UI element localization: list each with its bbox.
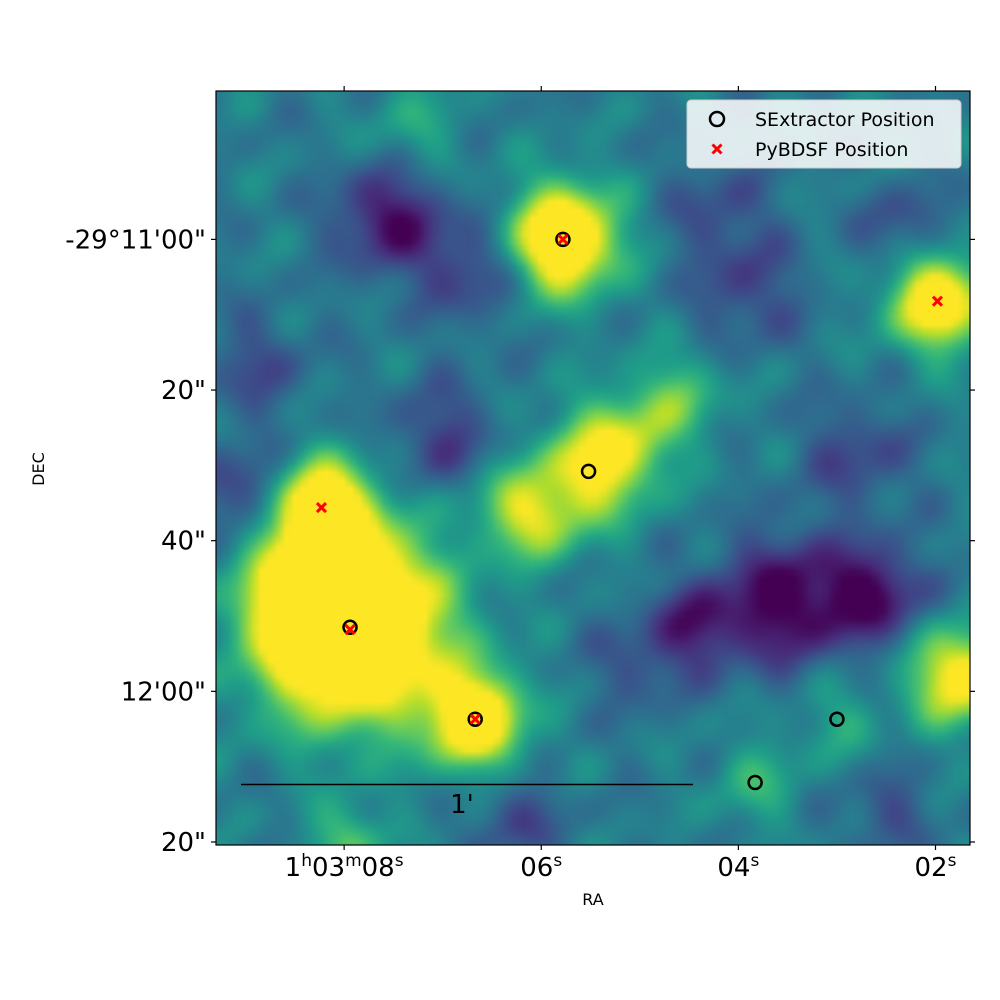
y-tick-label: -29°11'00" bbox=[65, 225, 206, 255]
y-tick-label: 20" bbox=[161, 828, 206, 858]
y-axis-ticks: -29°11'00" 20" 40" 12'00" 20" bbox=[65, 225, 975, 858]
sextractor-marker bbox=[747, 774, 763, 791]
pybdsf-marker bbox=[469, 713, 481, 725]
legend-box bbox=[686, 99, 962, 169]
x-tick-label: 1h03m08s bbox=[285, 851, 404, 883]
sextractor-marker bbox=[342, 619, 358, 636]
legend-sextractor-label: SExtractor Position bbox=[755, 109, 935, 131]
source-markers bbox=[315, 231, 944, 791]
x-axis-label: RA bbox=[582, 890, 603, 909]
x-tick-label: 02s bbox=[915, 851, 957, 883]
pybdsf-marker bbox=[344, 624, 356, 636]
sextractor-marker bbox=[555, 231, 571, 248]
y-tick-label: 12'00" bbox=[121, 677, 206, 707]
pybdsf-marker bbox=[557, 233, 569, 245]
pybdsf-marker bbox=[315, 501, 328, 514]
legend-pybdsf-marker bbox=[711, 143, 723, 155]
legend-pybdsf-label: PyBDSF Position bbox=[755, 139, 908, 161]
y-tick-label: 40" bbox=[161, 527, 206, 557]
sextractor-marker bbox=[467, 711, 483, 727]
pybdsf-marker bbox=[931, 295, 944, 307]
sextractor-marker bbox=[580, 463, 597, 480]
scale-bar: 1' bbox=[241, 783, 693, 820]
plot-frame bbox=[215, 90, 971, 846]
legend-sextractor-marker bbox=[708, 110, 726, 128]
sextractor-marker bbox=[829, 711, 845, 727]
y-axis-label: DEC bbox=[29, 452, 48, 486]
scale-bar-label: 1' bbox=[450, 790, 474, 820]
legend: SExtractor Position PyBDSF Position bbox=[686, 99, 962, 169]
x-tick-label: 04s bbox=[717, 851, 759, 883]
x-axis-ticks: 1h03m08s 06s 04s 02s bbox=[285, 86, 957, 883]
y-tick-label: 20" bbox=[161, 376, 206, 406]
x-tick-label: 06s bbox=[520, 851, 562, 883]
